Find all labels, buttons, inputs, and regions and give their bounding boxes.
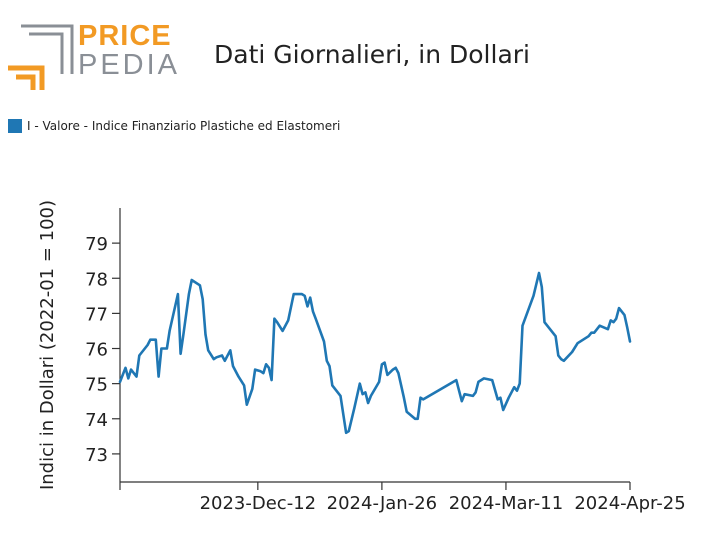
series-line	[118, 271, 632, 435]
x-tick-label: 2024-Mar-11	[449, 493, 564, 514]
logo-pedia-text: PEDIA	[78, 49, 181, 81]
pricepedia-logo	[8, 24, 74, 90]
logo-gray-bracket	[21, 24, 74, 74]
y-tick-label: 78	[85, 269, 108, 290]
logo-orange-bracket	[8, 65, 45, 90]
y-tick-label: 79	[85, 234, 108, 255]
axes: 73 74 75 76 77 78 79 2023-Dec-12 2024-Jan-26 2024…	[37, 200, 686, 514]
y-tick-label: 75	[85, 375, 108, 396]
y-tick-label: 77	[85, 304, 108, 325]
y-tick-label: 74	[85, 410, 108, 431]
legend-label: I - Valore - Indice Finanziario Plastich…	[27, 119, 341, 133]
logo-orange-bracket-inner	[16, 74, 36, 90]
legend[interactable]: I - Valore - Indice Finanziario Plastich…	[8, 119, 340, 133]
logo-gray-bracket-inner	[29, 32, 64, 74]
logo-wordmark: PRICE PEDIA	[78, 22, 180, 80]
y-axis-title: Indici in Dollari (2022-01 = 100)	[37, 200, 58, 490]
y-tick-label: 76	[85, 340, 108, 361]
x-tick-label: 2024-Jan-26	[327, 493, 437, 514]
plot-area	[118, 271, 632, 435]
x-tick-label: 2024-Apr-25	[574, 493, 685, 514]
chart-title: Dati Giornalieri, in Dollari	[214, 40, 530, 69]
x-tick-label: 2023-Dec-12	[200, 493, 317, 514]
legend-swatch	[8, 119, 22, 133]
logo-price-text: PRICE	[78, 20, 172, 52]
y-tick-label: 73	[85, 445, 108, 466]
